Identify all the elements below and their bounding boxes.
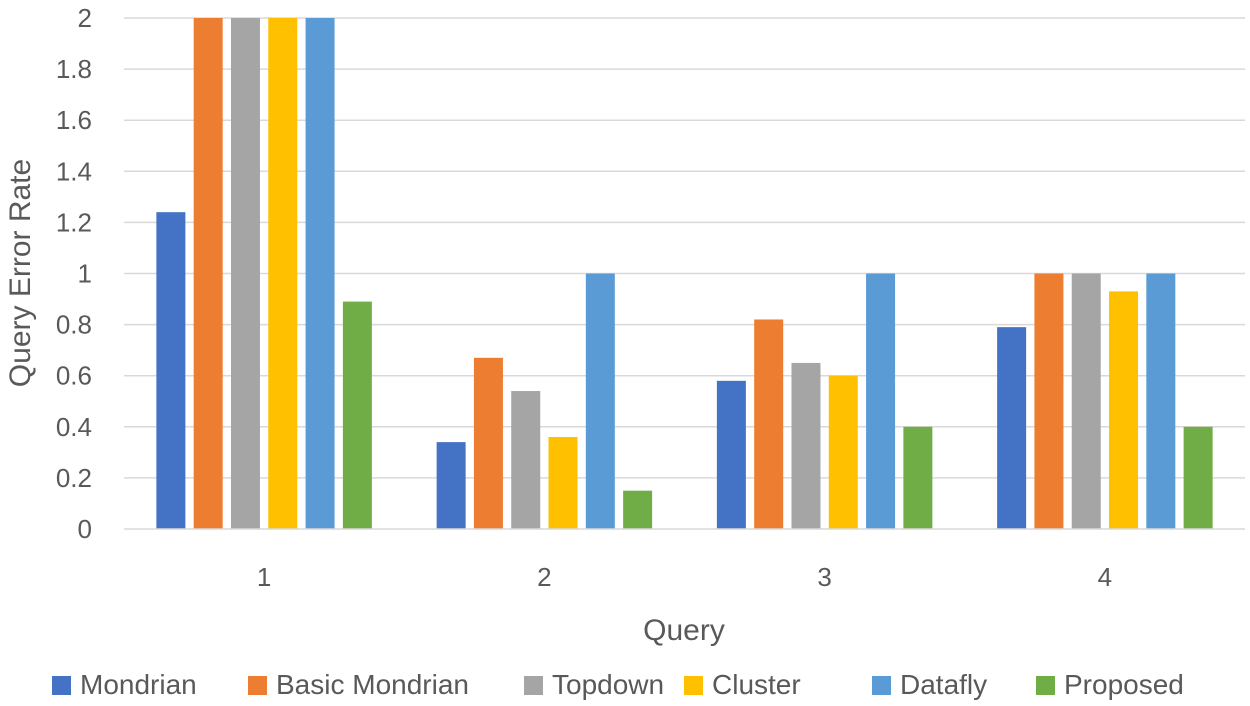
bar-proposed-q2	[623, 490, 653, 529]
legend-label: Datafly	[900, 669, 987, 700]
bar-basic-mondrian-q4	[1034, 273, 1064, 529]
legend-swatch	[872, 676, 891, 695]
legend-item-datafly: Datafly	[872, 669, 987, 700]
y-tick-label: 0.4	[56, 412, 92, 442]
legend-label: Proposed	[1064, 669, 1184, 700]
legend-item-mondrian: Mondrian	[52, 669, 197, 700]
y-tick-label: 1.8	[56, 54, 92, 84]
y-axis-title: Query Error Rate	[4, 159, 37, 387]
legend-label: Basic Mondrian	[276, 669, 469, 700]
y-tick-label: 0.8	[56, 310, 92, 340]
bar-datafly-q2	[585, 273, 615, 529]
legend-swatch	[248, 676, 267, 695]
x-tick-label: 4	[1098, 562, 1112, 592]
x-tick-label: 2	[537, 562, 551, 592]
y-tick-label: 0	[78, 514, 92, 544]
y-tick-label: 0.2	[56, 463, 92, 493]
bar-cluster-q3	[828, 375, 858, 529]
bar-proposed-q4	[1183, 426, 1213, 529]
x-axis-title: Query	[643, 614, 725, 647]
bar-topdown-q3	[791, 362, 821, 529]
bar-mondrian-q2	[436, 442, 466, 529]
y-tick-label: 1	[78, 259, 92, 289]
x-tick-label: 1	[257, 562, 271, 592]
bar-cluster-q1	[268, 18, 298, 529]
legend-swatch	[524, 676, 543, 695]
bar-topdown-q4	[1071, 273, 1101, 529]
y-tick-label: 1.4	[56, 156, 92, 186]
legend-label: Cluster	[712, 669, 801, 700]
bar-basic-mondrian-q1	[193, 18, 223, 529]
bar-basic-mondrian-q3	[754, 319, 784, 529]
bar-cluster-q2	[548, 437, 578, 529]
legend-item-proposed: Proposed	[1036, 669, 1184, 700]
bar-cluster-q4	[1109, 291, 1139, 529]
legend: Mondrian Basic Mondrian Topdown Cluster Data…	[52, 669, 1184, 700]
bars	[156, 18, 1213, 529]
y-axis-ticks: 0 0.2 0.4 0.6 0.8 1 1.2 1.4 1.6 1.8 2	[56, 3, 92, 544]
legend-item-cluster: Cluster	[684, 669, 801, 700]
legend-swatch	[1036, 676, 1055, 695]
bar-mondrian-q1	[156, 212, 186, 529]
legend-label: Mondrian	[80, 669, 197, 700]
bar-mondrian-q4	[997, 327, 1027, 529]
bar-mondrian-q3	[716, 380, 746, 529]
bar-datafly-q4	[1146, 273, 1176, 529]
x-axis-ticks: 1 2 3 4	[257, 562, 1112, 592]
legend-swatch	[684, 676, 703, 695]
bar-topdown-q2	[511, 391, 541, 529]
bar-topdown-q1	[230, 18, 260, 529]
bar-proposed-q1	[342, 301, 372, 529]
y-tick-label: 1.2	[56, 207, 92, 237]
bar-datafly-q1	[305, 18, 335, 529]
bar-proposed-q3	[903, 426, 933, 529]
legend-item-basic-mondrian: Basic Mondrian	[248, 669, 469, 700]
bar-datafly-q3	[866, 273, 896, 529]
legend-item-topdown: Topdown	[524, 669, 664, 700]
y-tick-label: 0.6	[56, 361, 92, 391]
bar-basic-mondrian-q2	[473, 357, 503, 529]
y-tick-label: 1.6	[56, 105, 92, 135]
y-tick-label: 2	[78, 3, 92, 33]
x-tick-label: 3	[817, 562, 831, 592]
legend-swatch	[52, 676, 71, 695]
legend-label: Topdown	[552, 669, 664, 700]
